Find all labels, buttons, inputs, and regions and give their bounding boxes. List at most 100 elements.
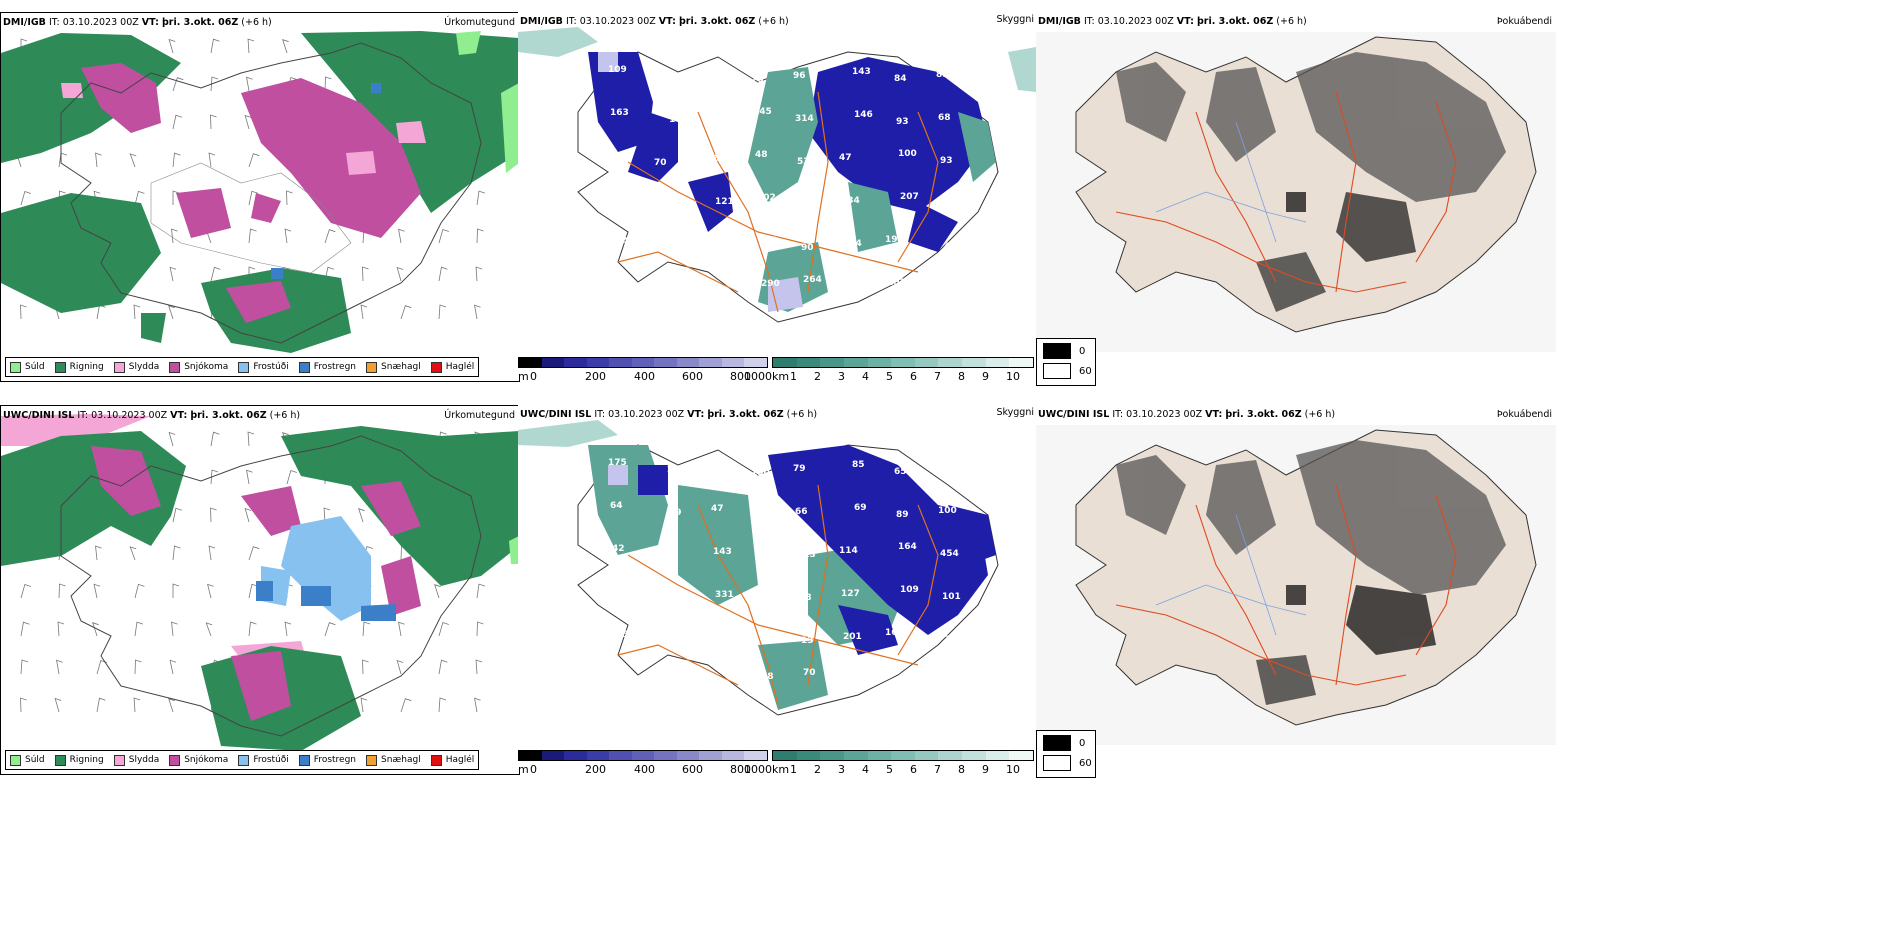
wind-barb bbox=[438, 304, 447, 320]
legend-swatch bbox=[298, 361, 310, 373]
station-value: 71 bbox=[759, 629, 772, 639]
station-value: 68 bbox=[938, 113, 951, 123]
colorbar-tick: 600 bbox=[682, 370, 703, 380]
legend-swatch bbox=[54, 754, 66, 766]
colorbar-segment bbox=[914, 358, 939, 367]
wind-barb bbox=[248, 190, 259, 206]
wind-barb bbox=[324, 622, 336, 637]
wind-barb bbox=[244, 114, 252, 130]
visibility-panel-uwc: 175 262 168 150 79 85 65 56 64 59 47 97 66 69 89 100 42 7… bbox=[518, 405, 1036, 773]
station-value: 134 bbox=[841, 196, 860, 206]
wind-barb bbox=[438, 659, 448, 675]
legend-label: Slydda bbox=[128, 362, 160, 372]
wind-barb bbox=[244, 507, 252, 523]
legend-label: Snæhagl bbox=[381, 362, 421, 372]
wind-barb bbox=[434, 584, 441, 599]
wind-barb bbox=[134, 621, 144, 637]
colorbar-segment bbox=[654, 751, 677, 760]
fog-legend-row: 60 bbox=[1043, 755, 1092, 771]
colorbar-segment bbox=[891, 358, 915, 367]
colorbar-segment bbox=[820, 751, 844, 760]
visibility-map-uwc: 175 262 168 150 79 85 65 56 64 59 47 97 66 69 89 100 42 7… bbox=[518, 420, 999, 716]
station-value: 143 bbox=[713, 547, 732, 557]
station-value: 60 bbox=[946, 285, 959, 295]
station-value: 264 bbox=[803, 275, 822, 285]
wind-barb bbox=[476, 228, 484, 244]
station-value: 65 bbox=[894, 467, 907, 477]
wind-barb bbox=[398, 621, 405, 637]
precip-title: DMI/IGB IT: 03.10.2023 00Z VT: þri. 3.ok… bbox=[3, 17, 272, 28]
wind-barb bbox=[398, 228, 405, 244]
legend-label: Haglél bbox=[445, 755, 475, 765]
colorbar-tick: 200 bbox=[585, 370, 606, 380]
wind-barb bbox=[20, 584, 31, 599]
legend-label: Snjókoma bbox=[184, 362, 229, 372]
legend-swatch bbox=[169, 361, 181, 373]
precip-panel-uwc: UWC/DINI ISL IT: 03.10.2023 00Z VT: þri.… bbox=[0, 405, 520, 775]
colorbar-tick: 5 bbox=[886, 763, 893, 773]
legend-label: Súld bbox=[25, 755, 45, 765]
colorbar-segment bbox=[586, 358, 610, 367]
station-value: 79 bbox=[793, 464, 806, 474]
legend-swatch bbox=[54, 361, 66, 373]
legend-swatch bbox=[113, 754, 125, 766]
station-value: 168 bbox=[709, 461, 728, 471]
wind-barb bbox=[474, 697, 481, 713]
legend-item: Haglél bbox=[430, 754, 475, 766]
colorbar-segment bbox=[519, 751, 542, 760]
precip-map-uwc bbox=[1, 414, 519, 751]
station-value: 163 bbox=[610, 108, 629, 118]
wind-barb bbox=[56, 659, 63, 675]
fog-legend-row: 0 bbox=[1043, 735, 1085, 751]
colorbar-tick: 3 bbox=[838, 763, 845, 773]
station-value: 201 bbox=[843, 632, 862, 642]
station-value: 105 bbox=[614, 587, 633, 597]
wind-barb bbox=[284, 228, 292, 244]
precip-title: UWC/DINI ISL IT: 03.10.2023 00Z VT: þri.… bbox=[3, 410, 301, 421]
legend-item: Súld bbox=[10, 754, 45, 766]
colorbar-tick: 10 bbox=[1006, 370, 1020, 380]
wind-barb bbox=[168, 431, 176, 447]
wind-barb bbox=[396, 266, 404, 282]
colorbar-tick: 7 bbox=[934, 370, 941, 380]
visibility-title: UWC/DINI ISL IT: 03.10.2023 00Z VT: þri.… bbox=[520, 409, 818, 420]
station-value: 13 bbox=[801, 636, 814, 646]
wind-barb bbox=[247, 38, 255, 54]
legend-label: Rigning bbox=[69, 362, 104, 372]
station-value: 95 bbox=[755, 543, 768, 553]
colorbar-tick: 8 bbox=[958, 763, 965, 773]
wind-barb bbox=[282, 39, 289, 54]
wind-barb bbox=[92, 622, 99, 637]
colorbar-segment bbox=[962, 358, 986, 367]
station-value: 454 bbox=[940, 549, 959, 559]
colorbar-tick: 9 bbox=[982, 370, 989, 380]
colorbar-segment bbox=[654, 358, 677, 367]
station-value: 169 bbox=[885, 628, 904, 638]
wind-barb bbox=[172, 152, 181, 168]
legend-label: Frostúði bbox=[253, 362, 289, 372]
station-value: 107 bbox=[656, 594, 675, 604]
wind-barb bbox=[438, 622, 449, 637]
station-value: 43 bbox=[944, 242, 957, 252]
wind-barb bbox=[129, 546, 137, 561]
colorbar-tick: 4 bbox=[862, 763, 869, 773]
station-value: 47 bbox=[711, 504, 724, 514]
colorbar-segment bbox=[796, 751, 821, 760]
wind-barb bbox=[20, 304, 27, 320]
station-value: 100 bbox=[938, 506, 957, 516]
station-value: 89 bbox=[896, 510, 909, 520]
colorbar-segment bbox=[541, 358, 565, 367]
legend-item: Snæhagl bbox=[366, 754, 421, 766]
colorbar-km-bar bbox=[772, 750, 1034, 761]
station-value: 175 bbox=[608, 458, 627, 468]
fog-legend-swatch bbox=[1043, 735, 1071, 751]
station-value: 111 bbox=[799, 200, 818, 210]
legend-label: Haglél bbox=[445, 362, 475, 372]
wind-barb bbox=[210, 114, 217, 130]
station-value: 102 bbox=[757, 193, 776, 203]
colorbar-segment bbox=[744, 751, 768, 760]
station-value: 53 bbox=[797, 157, 810, 167]
legend-item: Slydda bbox=[113, 754, 159, 766]
colorbar-m-bar bbox=[518, 357, 768, 368]
wind-barb bbox=[210, 38, 220, 54]
